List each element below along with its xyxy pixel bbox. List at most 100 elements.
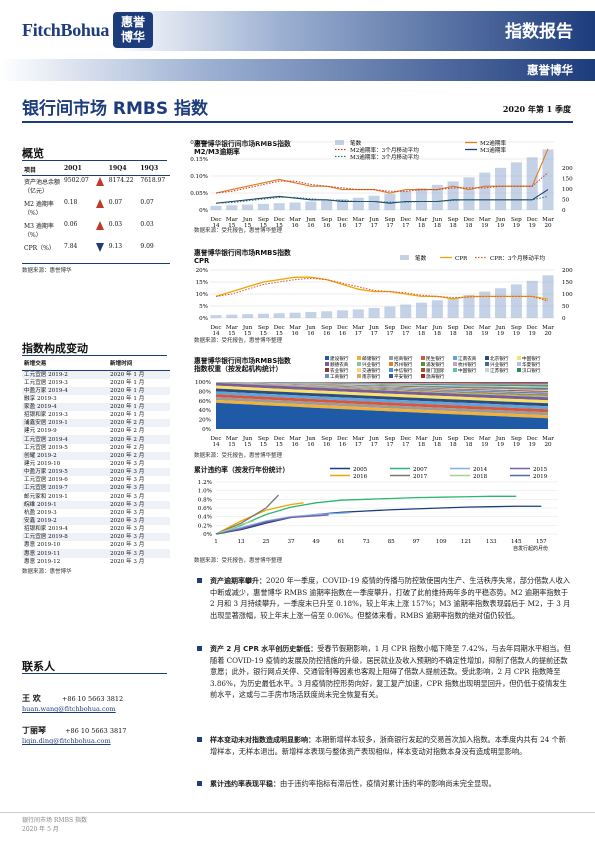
changes-row: 惠意 2019-11 2020 年 3 月 xyxy=(22,549,170,558)
legend-label: 农业银行 xyxy=(330,367,349,374)
changes-deal: 家盈 2019-4 xyxy=(22,402,108,412)
contact-email-link[interactable]: huan.wang@fitchbohua.com xyxy=(22,705,116,713)
weight-band xyxy=(216,402,548,429)
x-tick-label: 15 xyxy=(228,442,236,448)
count-bar xyxy=(289,202,301,210)
x-tick-label: Mar xyxy=(226,217,238,223)
legend-swatch xyxy=(421,374,425,378)
legend-swatch xyxy=(335,140,344,145)
report-period: 2020 年第 1 季度 xyxy=(502,104,571,114)
changes-row: 家盈 2019-4 2020 年 1 月 xyxy=(22,402,170,412)
x-tick-label: 18 xyxy=(418,442,426,448)
legend-label: 建设银行 xyxy=(330,355,349,362)
legend-swatch xyxy=(325,368,329,372)
legend-swatch xyxy=(357,374,361,378)
default-series-line xyxy=(215,502,304,535)
bullet-heading: 资产 2 月 CPR 水平创历史新低： xyxy=(210,645,318,653)
x-tick-label: 15 xyxy=(228,223,236,229)
x-tick-label: 16 xyxy=(339,223,347,229)
x-tick-label: Dec xyxy=(337,325,348,331)
footer-title: 银行间市场 RMBS 指数 xyxy=(22,817,87,824)
changes-date: 2020 年 3 月 xyxy=(108,533,170,542)
weight-band xyxy=(216,382,548,394)
changes-row: 浦鑫安居 2019-1 2020 年 2 月 xyxy=(22,419,170,428)
legend-swatch xyxy=(517,356,521,360)
count-bar xyxy=(273,313,285,318)
x-tick-label: 16 xyxy=(339,331,347,337)
brand-name: 惠誉博华 xyxy=(527,63,573,77)
weight-band xyxy=(216,382,548,392)
weight-band xyxy=(216,382,548,389)
logo: FitchBohua 惠誉 博华 xyxy=(22,12,154,48)
y-tick-label: 0.15% xyxy=(190,157,208,163)
changes-date: 2020 年 2 月 xyxy=(108,435,170,444)
y-tick-label: 100 xyxy=(562,292,573,298)
changes-row: 中盈万家 2019-5 2020 年 3 月 xyxy=(22,468,170,477)
chart1-source: 数据来源：受托报告，惠誉博华整理 xyxy=(194,228,283,234)
legend-label: 顺德农商 xyxy=(330,361,349,368)
x-tick-label: Sep xyxy=(385,325,396,331)
legend-label: 平安银行 xyxy=(394,373,413,380)
contact-name: 丁丽琴 xyxy=(22,726,46,735)
x-tick-label: Dec xyxy=(274,325,285,331)
weight-band xyxy=(216,385,548,404)
x-tick-label: 145 xyxy=(511,539,522,545)
changes-deal: 建元 2019-10 xyxy=(24,460,61,467)
contact-email-link[interactable]: liqin.ding@fitchbohua.com xyxy=(22,737,111,745)
weight-band xyxy=(216,399,548,419)
changes-deal: 融享 2019-3 xyxy=(24,395,57,402)
x-tick-label: 18 xyxy=(450,442,458,448)
x-tick-label: 15 xyxy=(276,223,284,229)
footer: 银行间市场 RMBS 指数 2020 年 5 月 xyxy=(22,816,87,834)
changes-row: 惠意 2019-12 2020 年 3 月 xyxy=(22,558,170,566)
bullet-heading: 累计违约率表现平稳： xyxy=(210,780,280,788)
logo-seal-line2: 博华 xyxy=(121,30,146,44)
legend-swatch xyxy=(325,362,329,366)
legend-label: 中国银行 xyxy=(522,355,541,362)
x-tick-label: Jun xyxy=(305,217,316,223)
count-bar xyxy=(368,195,380,210)
count-bar xyxy=(257,313,269,318)
count-bar xyxy=(321,200,333,210)
weight-band xyxy=(216,382,548,395)
bullet-square-icon xyxy=(197,578,202,583)
legend-label: 江南农商 xyxy=(458,355,477,362)
count-bar xyxy=(415,188,428,210)
weight-band xyxy=(216,391,548,410)
y-tick-label: 60% xyxy=(199,399,211,405)
legend-swatch xyxy=(325,374,329,378)
changes-date: 2020 年 3 月 xyxy=(110,493,145,500)
x-tick-label: Mar xyxy=(542,436,554,442)
legend-label: 2018 xyxy=(473,474,488,480)
x-tick-label: Jun xyxy=(368,217,379,223)
bullet-body: 2020 年一季度，COVID-19 疫情的传播与防控致使国内生产、生活秩序失常… xyxy=(210,576,571,620)
changes-row: 工元宜居 2019-4 2020 年 2 月 xyxy=(22,435,170,444)
changes-deal: 创耀 2019-2 xyxy=(22,451,108,460)
chart3-title-line2: 指数权重（按发起机构统计） xyxy=(194,365,283,373)
x-tick-label: 15 xyxy=(276,442,284,448)
overview-value: 0.06 xyxy=(64,220,78,228)
x-tick-label: 19 xyxy=(497,442,505,448)
chart3-title: 惠誉博华银行间市场RMBS指数 指数权重（按发起机构统计） xyxy=(194,357,291,373)
weight-band xyxy=(216,382,548,393)
x-tick-label: Mar xyxy=(479,325,491,331)
x-tick-label: Jun xyxy=(432,436,443,442)
x-tick-label: 13 xyxy=(237,539,245,545)
contact-phone: +86 10 5663 3817 xyxy=(65,727,127,735)
overview-header: 项目 xyxy=(22,164,62,176)
x-tick-label: Mar xyxy=(542,217,554,223)
x-tick-label: 14 xyxy=(212,331,220,337)
legend-label: 兴业银行 xyxy=(490,361,509,368)
bullet-paragraph: 资产 2 月 CPR 水平创历史新低：受春节假期影响，1 月 CPR 指数小幅下… xyxy=(197,643,573,700)
count-bar xyxy=(210,315,222,318)
count-bar xyxy=(495,167,507,210)
x-tick-label: 15 xyxy=(244,331,252,337)
count-bar xyxy=(510,284,522,318)
x-tick-label: 61 xyxy=(338,539,345,545)
footer-divider xyxy=(0,812,595,813)
legend-swatch xyxy=(517,368,521,372)
up-arrow-icon xyxy=(95,220,104,230)
changes-deal: 工元宜居 2019-6 xyxy=(24,477,68,484)
x-tick-label: Jun xyxy=(432,217,443,223)
legend-label: M3逾期率：3个月移动平均 xyxy=(350,153,419,161)
